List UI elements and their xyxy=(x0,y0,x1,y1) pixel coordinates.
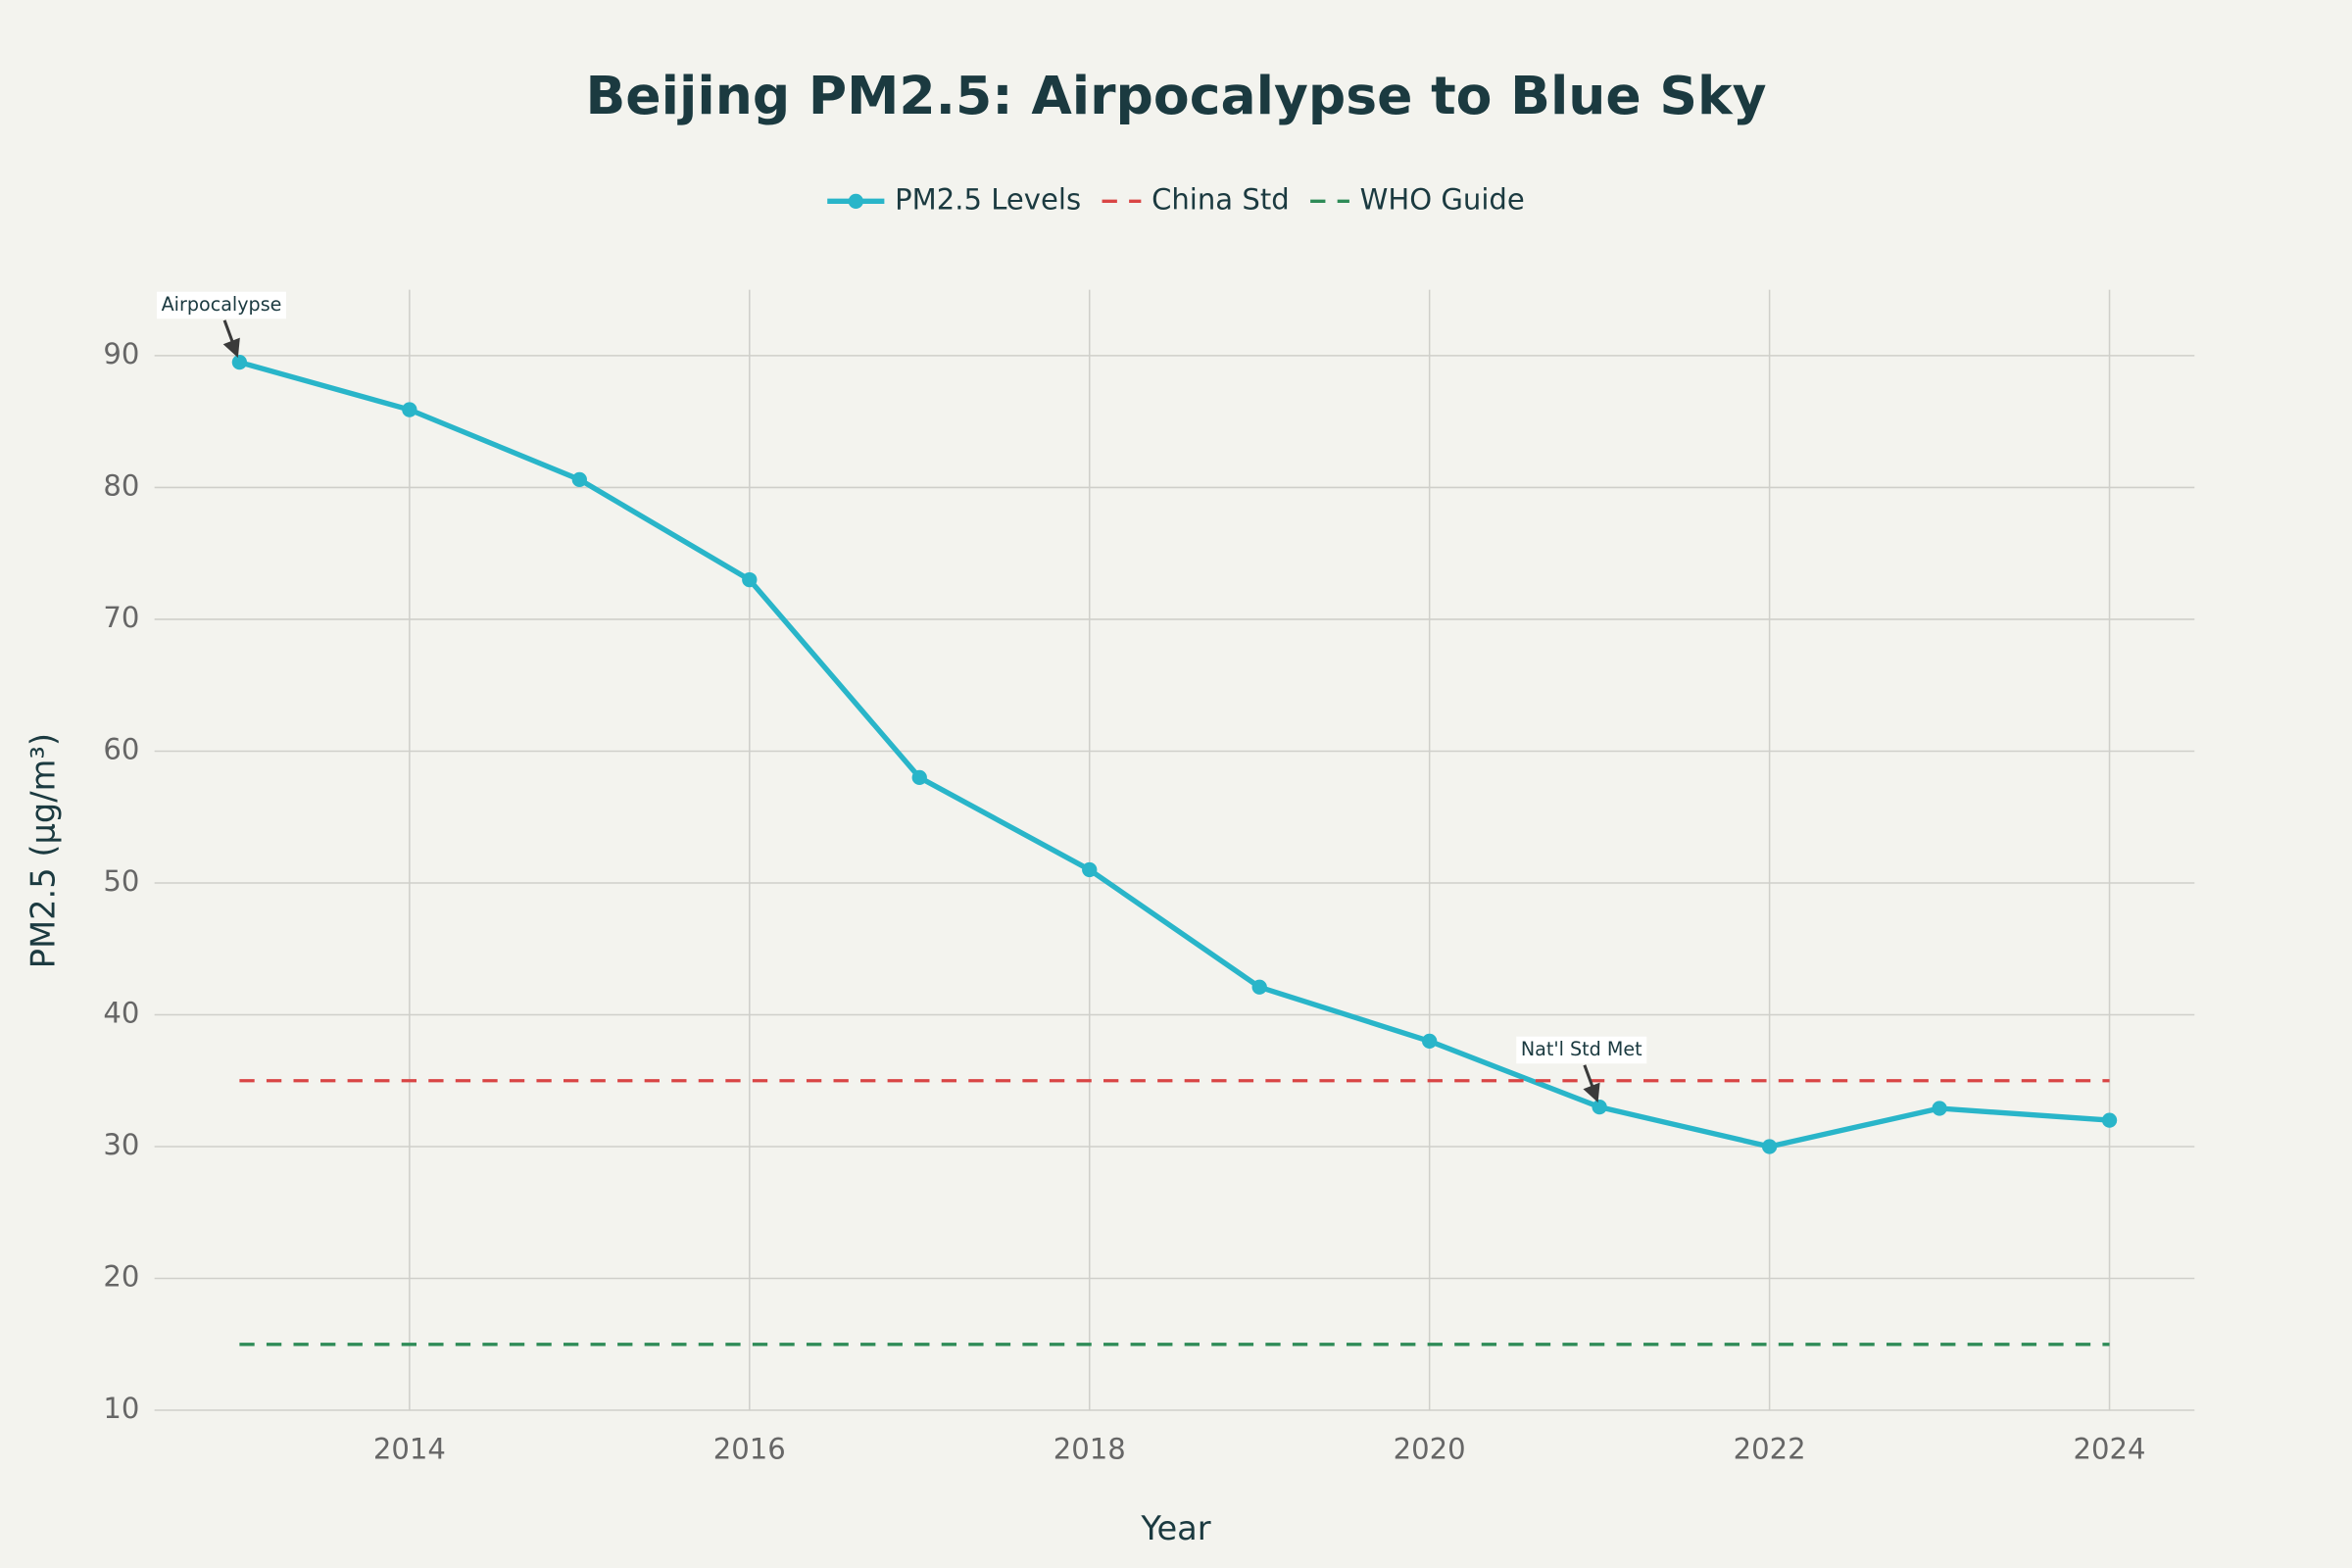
annotation-box xyxy=(157,291,287,319)
data-point xyxy=(1251,979,1267,995)
series-line xyxy=(238,360,2110,1150)
data-point xyxy=(911,769,927,786)
x-tick-label: 2024 xyxy=(2074,1432,2146,1465)
y-tick-label: 80 xyxy=(103,468,139,502)
data-point xyxy=(2101,1112,2118,1128)
y-tick-label: 40 xyxy=(103,996,139,1029)
legend-marker xyxy=(848,193,863,210)
data-point xyxy=(571,471,587,488)
data-point xyxy=(231,354,248,370)
data-point xyxy=(402,402,417,417)
annotation-label: Nat'l Std Met xyxy=(1521,1038,1642,1060)
legend-label: WHO Guide xyxy=(1360,182,1525,216)
data-point xyxy=(1422,1033,1438,1050)
legend-label: China Std xyxy=(1152,182,1290,216)
plot xyxy=(231,354,2118,1347)
y-tick-label: 10 xyxy=(103,1392,139,1425)
y-tick-label: 90 xyxy=(103,337,139,370)
data-point xyxy=(1761,1139,1778,1154)
data-point xyxy=(1592,1099,1607,1115)
y-tick-label: 70 xyxy=(103,601,139,634)
x-tick-label: 2018 xyxy=(1054,1432,1126,1465)
annotation-arrowhead xyxy=(222,337,240,359)
annotation-arrowhead xyxy=(1583,1082,1600,1103)
data-point xyxy=(742,571,758,588)
y-axis-title: PM2.5 (µg/m³) xyxy=(24,733,62,968)
y-tick-label: 50 xyxy=(103,864,139,898)
x-tick-label: 2022 xyxy=(1734,1432,1806,1465)
x-tick-label: 2020 xyxy=(1394,1432,1466,1465)
annotation-label: Airpocalypse xyxy=(162,293,282,316)
y-tick-label: 60 xyxy=(103,732,139,765)
chart-title: Beijing PM2.5: Airpocalypse to Blue Sky xyxy=(585,65,1766,126)
legend: PM2.5 Levels China Std WHO Guide xyxy=(827,182,1525,216)
grid xyxy=(154,289,2195,1411)
data-point xyxy=(1932,1101,1947,1116)
x-tick-label: 2014 xyxy=(373,1432,446,1465)
x-tick-label: 2016 xyxy=(713,1432,786,1465)
legend-label: PM2.5 Levels xyxy=(895,182,1081,216)
y-tick-label: 20 xyxy=(103,1260,139,1294)
x-axis-title: Year xyxy=(1140,1509,1210,1547)
annotation-box xyxy=(1516,1036,1647,1064)
data-point xyxy=(1082,861,1098,878)
y-tick-label: 30 xyxy=(103,1128,139,1161)
